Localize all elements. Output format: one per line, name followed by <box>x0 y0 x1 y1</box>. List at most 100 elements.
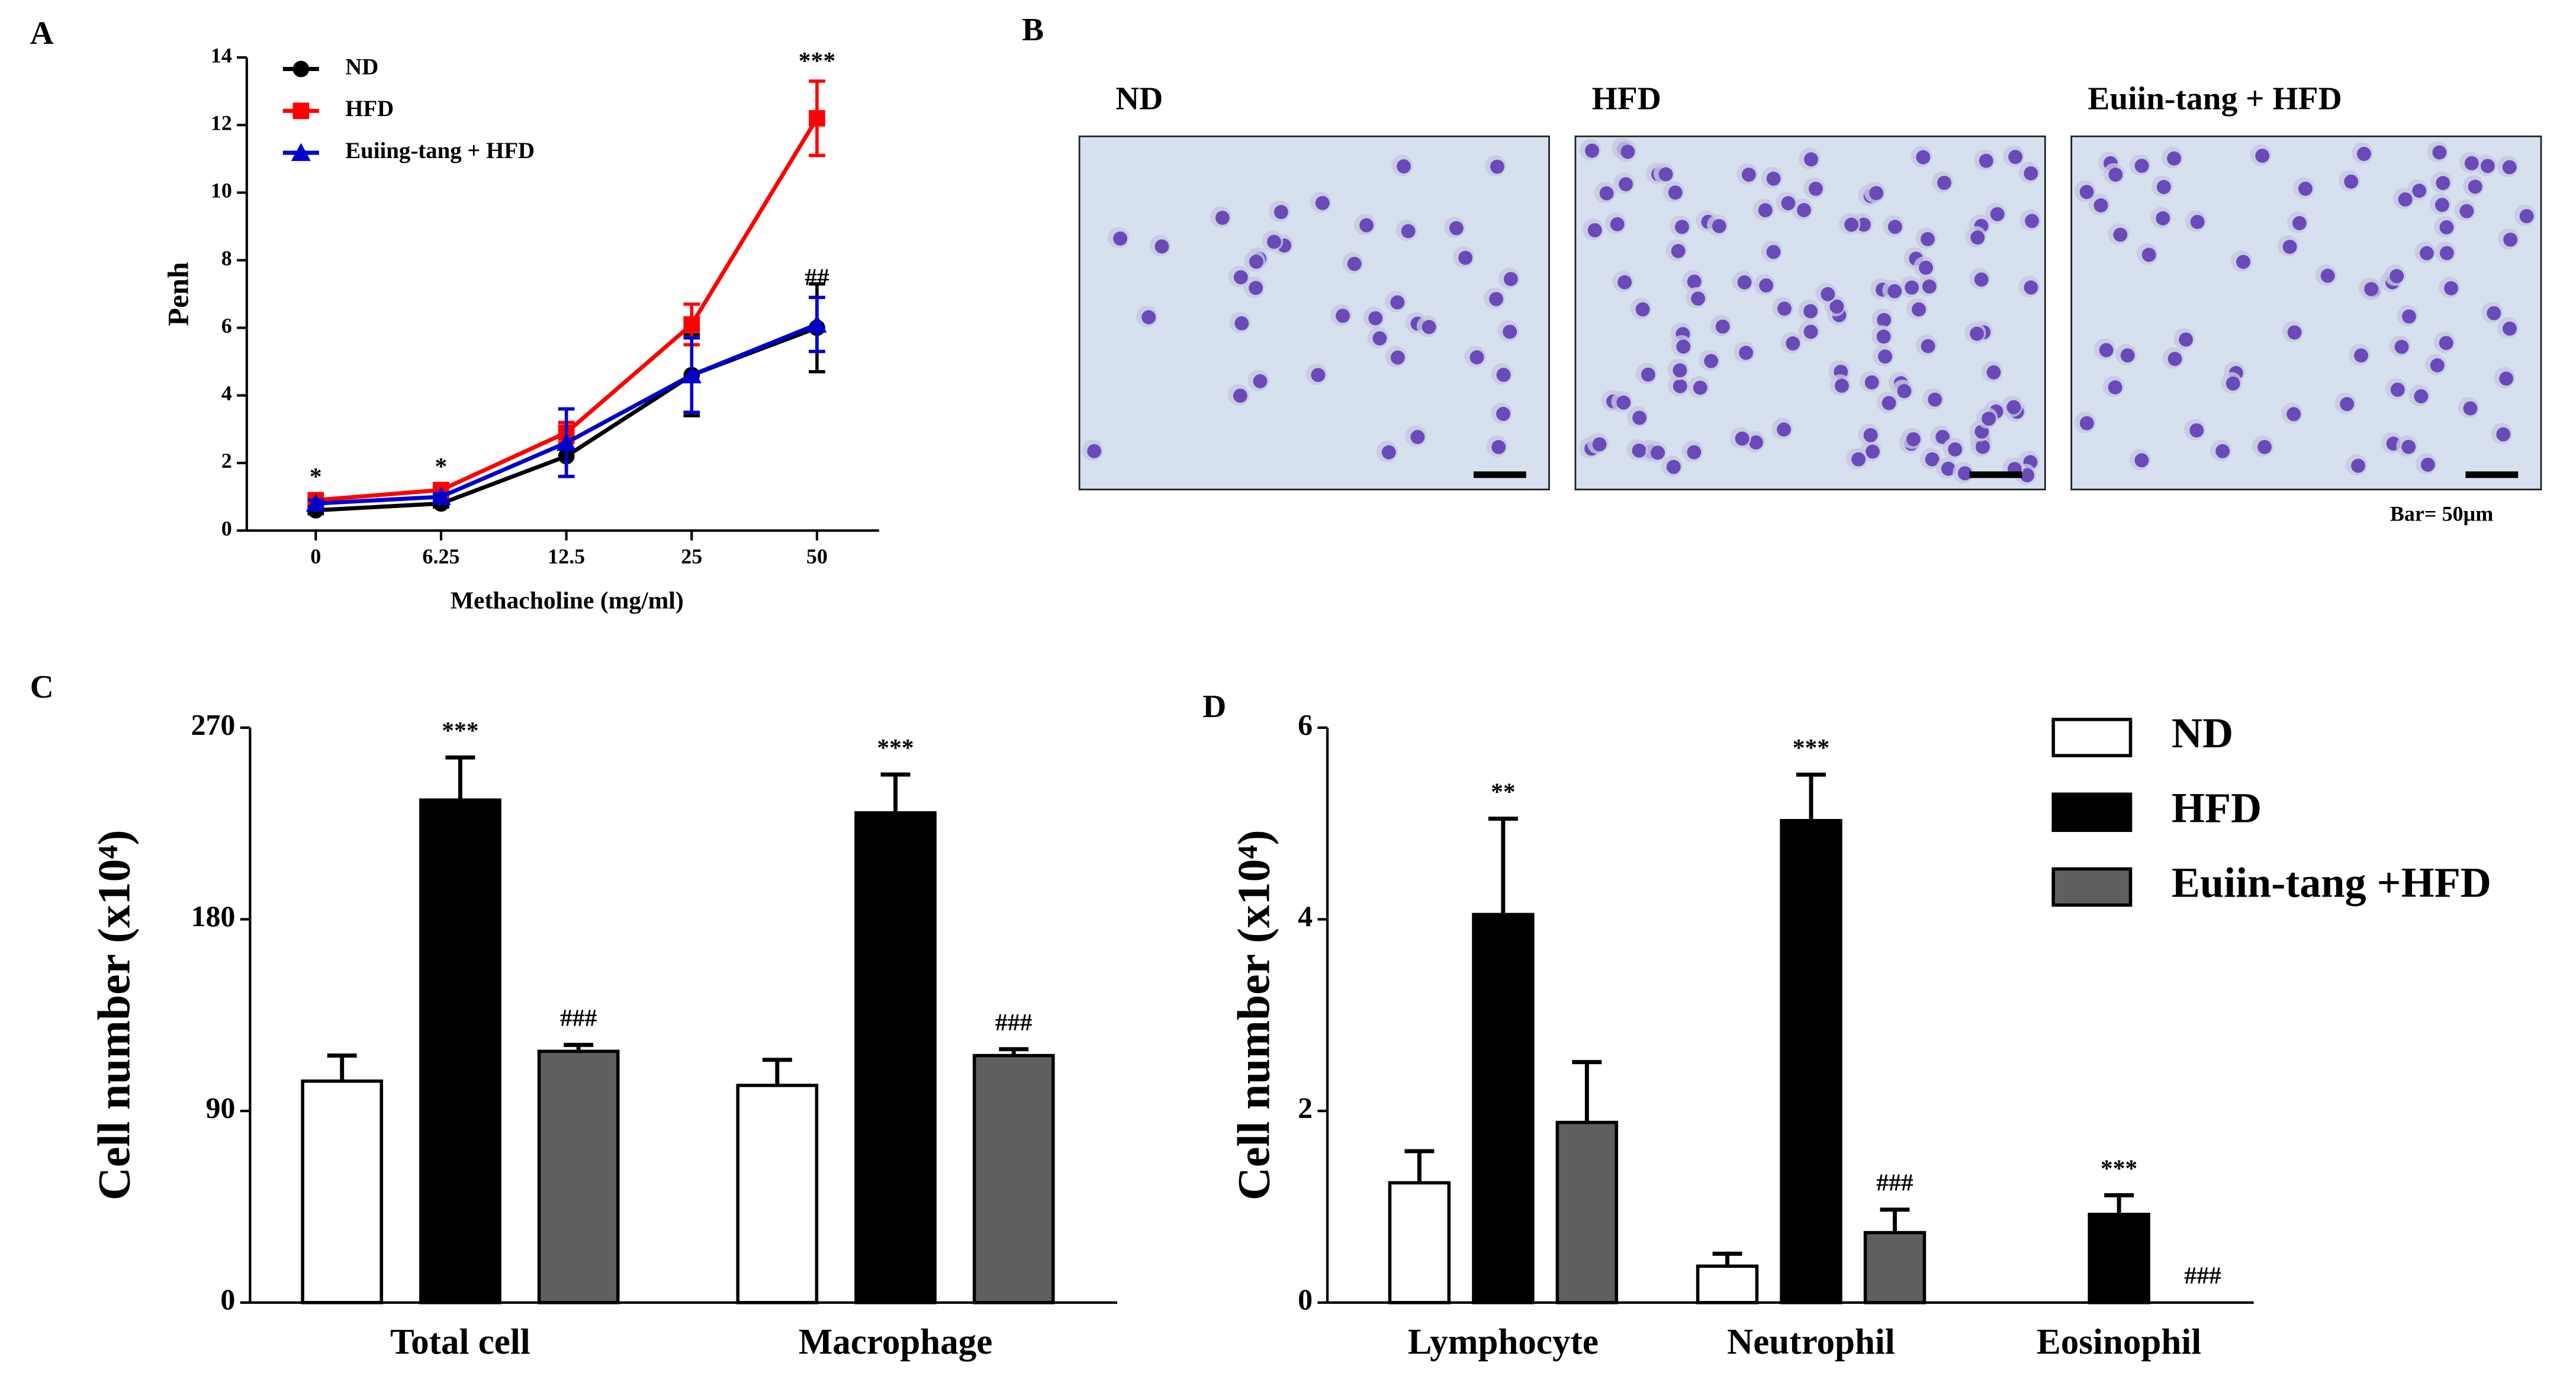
cell-nucleus <box>1866 444 1880 459</box>
cell-nucleus <box>1878 349 1892 364</box>
cell-nucleus <box>2432 145 2447 160</box>
cell-nucleus <box>2468 179 2482 194</box>
cell-nucleus <box>2480 159 2495 174</box>
legend-label: ND <box>345 54 378 79</box>
cell-nucleus <box>2287 325 2302 340</box>
cell-nucleus <box>2008 150 2023 164</box>
cell-nucleus <box>1397 159 1411 174</box>
cell-nucleus <box>1739 345 1754 360</box>
cell-nucleus <box>1687 274 1702 289</box>
y-tick-label: 6 <box>1298 708 1313 741</box>
marker <box>809 110 825 127</box>
cell-nucleus <box>1759 278 1774 293</box>
x-tick-label: 0 <box>310 544 321 568</box>
cell-nucleus <box>1491 440 1506 454</box>
cell-nucleus <box>1372 331 1387 346</box>
cell-nucleus <box>2020 468 2034 483</box>
cell-nucleus <box>1496 368 1511 382</box>
cell-nucleus <box>1982 412 1996 426</box>
cell-nucleus <box>2439 336 2453 351</box>
annotation: ## <box>805 263 829 290</box>
annotation: ### <box>1876 1169 1913 1196</box>
cell-nucleus <box>1957 466 1972 481</box>
cell-nucleus <box>2079 416 2094 430</box>
cell-nucleus <box>2179 332 2194 347</box>
cell-nucleus <box>1381 445 1396 460</box>
marker <box>305 493 326 512</box>
cell-nucleus <box>1919 261 1933 275</box>
error-bar <box>564 1043 594 1052</box>
error-bar <box>1488 817 1518 915</box>
cell-nucleus <box>2503 232 2518 247</box>
cell-nucleus <box>2167 352 2182 366</box>
cell-nucleus <box>2113 227 2128 242</box>
cell-nucleus <box>1359 218 1374 233</box>
y-axis-label: Cell number (x10⁴) <box>88 830 139 1200</box>
cell-nucleus <box>2344 174 2359 189</box>
cell-nucleus <box>2487 306 2501 320</box>
error-bar <box>2104 1193 2134 1214</box>
annotation: *** <box>1793 734 1829 761</box>
bar <box>537 1049 620 1305</box>
cell-nucleus <box>2257 439 2272 454</box>
cell-nucleus <box>1975 439 1990 454</box>
cell-nucleus <box>1599 186 1614 201</box>
cell-nucleus <box>1249 255 1263 269</box>
cell-nucleus <box>1986 365 2001 380</box>
error-bar <box>1404 1149 1435 1183</box>
cell-nucleus <box>1458 250 1473 265</box>
cell-nucleus <box>1253 374 1268 388</box>
marker <box>556 432 577 451</box>
y-axis-label: Cell number (x10⁴) <box>1228 830 1279 1200</box>
cell-nucleus <box>2108 380 2122 395</box>
error-bar <box>445 755 475 801</box>
cell-nucleus <box>1673 363 1687 378</box>
cell-nucleus <box>1315 195 1330 210</box>
cell-nucleus <box>1632 443 1646 458</box>
cell-nucleus <box>1368 311 1383 326</box>
cell-nucleus <box>2134 453 2149 468</box>
error-bar <box>1880 1207 1910 1233</box>
cell-nucleus <box>2320 268 2335 283</box>
y-tick-label: 4 <box>221 381 232 405</box>
cell-nucleus <box>1935 429 1950 444</box>
cell-nucleus <box>2430 358 2445 372</box>
bar <box>1472 913 1535 1305</box>
cell-nucleus <box>1925 452 1940 467</box>
y-tick-label: 6 <box>221 314 232 338</box>
cell-nucleus <box>1496 407 1510 421</box>
scale-bar-label: Bar= 50µm <box>2390 502 2493 525</box>
cell-nucleus <box>1617 275 1632 290</box>
y-tick-label: 8 <box>221 246 232 270</box>
cell-nucleus <box>1249 281 1263 295</box>
cell-nucleus <box>2414 389 2429 404</box>
annotation: *** <box>2101 1154 2137 1181</box>
cell-nucleus <box>1687 445 1702 460</box>
cell-nucleus <box>1912 302 1926 317</box>
cell-nucleus <box>1422 320 1436 335</box>
cell-nucleus <box>2394 339 2409 354</box>
bar <box>972 1053 1055 1305</box>
image-title: ND <box>1115 81 1163 117</box>
cell-nucleus <box>1619 177 1633 192</box>
cell-nucleus <box>1882 396 1896 410</box>
error-bar <box>1572 1060 1602 1123</box>
cell-nucleus <box>1749 435 1763 450</box>
cell-nucleus <box>1916 150 1931 165</box>
error-bar <box>999 1047 1029 1056</box>
cell-nucleus <box>1676 339 1691 354</box>
cell-nucleus <box>1620 144 1635 159</box>
cell-nucleus <box>1737 275 1752 290</box>
cell-nucleus <box>1877 313 1892 327</box>
cell-nucleus <box>2519 209 2534 223</box>
y-tick-label: 180 <box>191 900 235 933</box>
cell-nucleus <box>2340 397 2355 412</box>
marker <box>431 487 451 505</box>
cell-nucleus <box>1503 272 1518 287</box>
cell-nucleus <box>1928 392 1943 407</box>
cell-nucleus <box>1851 452 1866 467</box>
cell-nucleus <box>2420 457 2435 472</box>
marker <box>681 365 702 384</box>
cell-nucleus <box>2282 239 2297 254</box>
cell-nucleus <box>1336 309 1350 323</box>
